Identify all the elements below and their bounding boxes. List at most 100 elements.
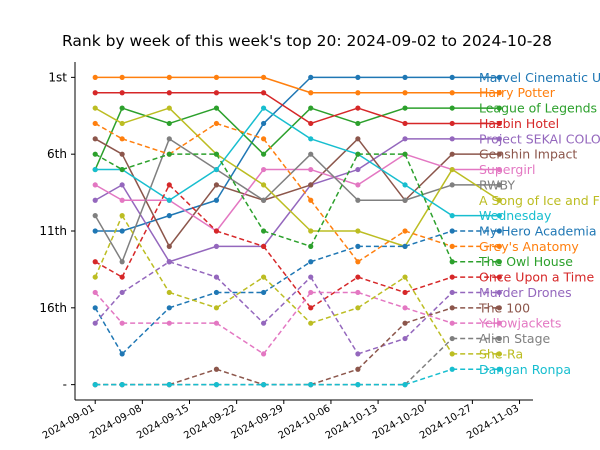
data-point bbox=[92, 105, 98, 111]
x-tick-label: 2024-09-15 bbox=[135, 403, 191, 442]
y-tick-label: 6th bbox=[47, 147, 67, 161]
data-point bbox=[166, 382, 172, 388]
data-point bbox=[496, 289, 502, 296]
series-segment bbox=[404, 184, 453, 217]
series-segment bbox=[121, 184, 170, 263]
data-point bbox=[92, 274, 98, 280]
series-segment bbox=[404, 307, 453, 324]
data-point bbox=[308, 305, 314, 311]
data-point bbox=[213, 151, 220, 157]
legend-label: Supergirl bbox=[479, 162, 535, 177]
series-4 bbox=[92, 136, 502, 265]
y-tick-label: 16th bbox=[39, 301, 67, 315]
data-point bbox=[213, 105, 220, 111]
data-point bbox=[355, 105, 361, 111]
data-point bbox=[402, 274, 408, 280]
series-segment bbox=[263, 276, 312, 324]
data-point bbox=[308, 382, 314, 388]
series-segment bbox=[357, 276, 406, 294]
series-16 bbox=[92, 289, 502, 357]
legend-label: My Hero Academia bbox=[479, 224, 597, 239]
series-segment bbox=[404, 153, 453, 201]
series-segment bbox=[357, 291, 406, 309]
legend-label: She-Ra bbox=[479, 346, 523, 361]
data-point bbox=[449, 182, 455, 188]
data-point bbox=[119, 74, 125, 80]
data-point bbox=[402, 105, 408, 111]
data-point bbox=[402, 90, 408, 96]
data-point bbox=[496, 351, 502, 357]
data-point bbox=[496, 166, 502, 173]
legend-label: Wednesday bbox=[479, 208, 552, 223]
data-point bbox=[213, 197, 220, 203]
data-point bbox=[260, 228, 267, 234]
series-11 bbox=[92, 120, 502, 265]
data-point bbox=[449, 105, 455, 111]
series-segment bbox=[263, 230, 311, 248]
series-segment bbox=[215, 169, 265, 232]
series-segment bbox=[263, 184, 312, 232]
data-point bbox=[213, 366, 220, 372]
legend-label: Harry Potter bbox=[479, 85, 556, 100]
series-segment bbox=[94, 153, 123, 171]
series-segment bbox=[169, 107, 217, 125]
series-segment bbox=[310, 138, 359, 186]
series-19 bbox=[92, 366, 502, 388]
data-point bbox=[260, 243, 267, 249]
series-segment bbox=[404, 276, 453, 294]
legend-label: Marvel Cinematic U bbox=[479, 70, 600, 85]
series-segment bbox=[121, 261, 170, 294]
legend-label: The 100 bbox=[478, 300, 530, 315]
data-point bbox=[308, 136, 314, 142]
data-point bbox=[308, 182, 314, 188]
series-segment bbox=[263, 107, 312, 155]
series-segment bbox=[310, 199, 359, 263]
data-point bbox=[260, 289, 267, 296]
series-segment bbox=[357, 230, 406, 248]
series-1 bbox=[92, 74, 502, 96]
data-point bbox=[92, 166, 98, 173]
data-point bbox=[213, 243, 220, 249]
data-point bbox=[449, 366, 455, 372]
legend-label: Grey's Anatomy bbox=[479, 239, 579, 254]
data-point bbox=[355, 136, 361, 142]
series-segment bbox=[94, 291, 123, 324]
series-layer bbox=[92, 74, 502, 388]
data-point bbox=[496, 197, 502, 203]
series-segment bbox=[216, 184, 264, 201]
data-point bbox=[449, 259, 455, 265]
data-point bbox=[496, 105, 502, 111]
series-segment bbox=[121, 307, 170, 355]
data-point bbox=[213, 320, 220, 326]
series-segment bbox=[215, 153, 265, 232]
legend-label: Genshin Impact bbox=[479, 147, 577, 162]
data-point bbox=[449, 289, 455, 296]
data-point bbox=[260, 274, 267, 280]
x-tick-label: 2024-09-29 bbox=[229, 403, 285, 442]
series-5 bbox=[92, 136, 502, 249]
series-segment bbox=[94, 107, 123, 125]
data-point bbox=[166, 182, 172, 188]
data-point bbox=[119, 90, 125, 96]
data-point bbox=[496, 259, 502, 265]
data-point bbox=[166, 213, 172, 219]
data-point bbox=[166, 136, 172, 142]
series-segment bbox=[94, 122, 123, 140]
data-point bbox=[260, 151, 267, 157]
legend-label: Hazbin Hotel bbox=[479, 116, 559, 131]
data-point bbox=[308, 197, 314, 203]
series-segment bbox=[169, 368, 217, 386]
data-point bbox=[355, 120, 361, 127]
series-segment bbox=[262, 291, 312, 355]
data-point bbox=[213, 120, 220, 127]
y-tick-label: - bbox=[63, 378, 67, 392]
series-segment bbox=[404, 276, 453, 355]
series-18 bbox=[92, 213, 502, 357]
x-tick-label: 2024-09-01 bbox=[41, 403, 97, 442]
data-point bbox=[92, 120, 98, 127]
data-point bbox=[449, 136, 455, 142]
data-point bbox=[260, 166, 267, 173]
series-segment bbox=[168, 122, 217, 155]
series-segment bbox=[357, 276, 406, 309]
data-point bbox=[260, 320, 267, 326]
